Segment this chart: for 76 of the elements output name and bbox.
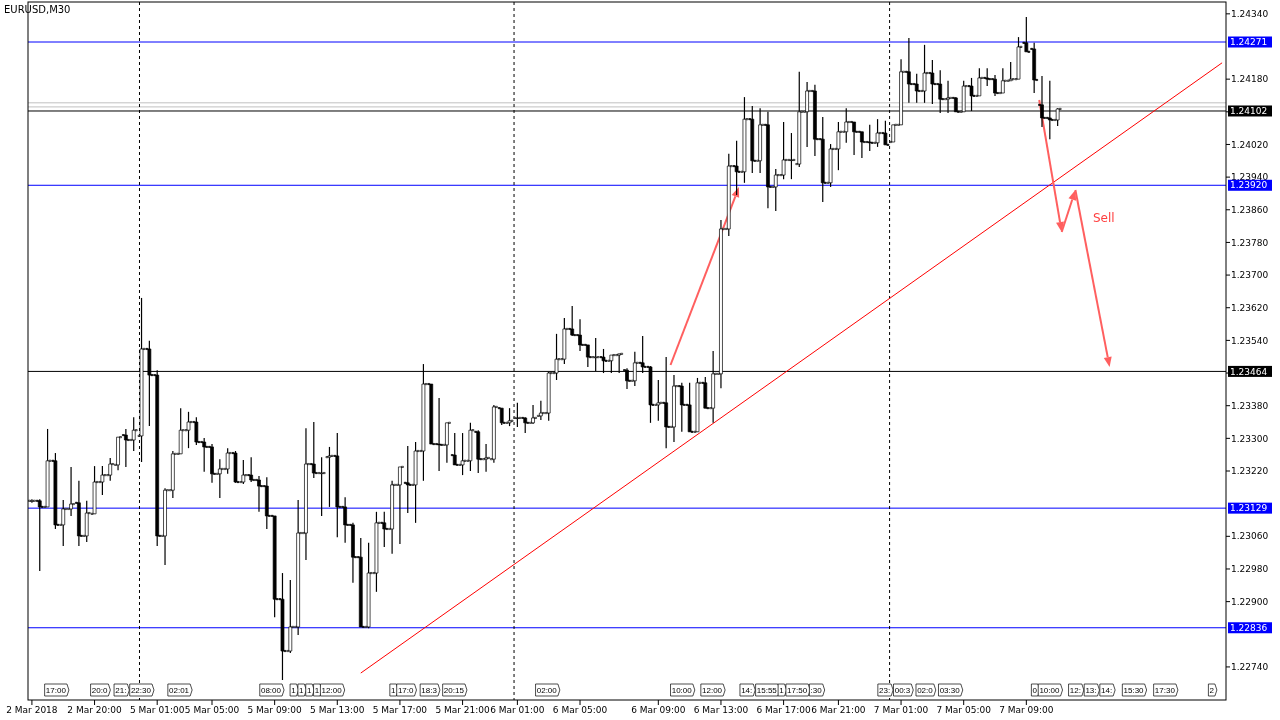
y-tick-label: 1.23940 bbox=[1231, 172, 1269, 183]
annotation: 17:50 bbox=[787, 686, 808, 695]
annotation: 10:00 bbox=[671, 686, 693, 695]
x-tick-label: 2 Mar 20:00 bbox=[67, 705, 123, 715]
annotation: 10:00 bbox=[1039, 686, 1060, 695]
annotation: 1 bbox=[391, 686, 397, 695]
y-tick-label: 1.23300 bbox=[1231, 433, 1269, 444]
annotation: 12: bbox=[1069, 686, 1081, 695]
annotation: 21: bbox=[115, 686, 127, 695]
x-tick-label: 6 Mar 01:00 bbox=[490, 705, 545, 715]
ref-line-label: 1.24271 bbox=[1230, 37, 1268, 48]
ref-line-label: 1.24102 bbox=[1230, 106, 1268, 117]
x-tick-label: 7 Mar 05:00 bbox=[936, 705, 992, 715]
y-tick-label: 1.24340 bbox=[1231, 8, 1269, 19]
x-tick-label: 6 Mar 21:00 bbox=[811, 705, 866, 715]
annotation: 1 bbox=[779, 686, 785, 695]
y-tick-label: 1.23620 bbox=[1231, 302, 1269, 313]
x-tick-label: 6 Mar 17:00 bbox=[756, 705, 812, 715]
annotation: 14: bbox=[741, 686, 753, 695]
y-tick-label: 1.23220 bbox=[1231, 466, 1269, 477]
y-tick-label: 1.24180 bbox=[1231, 74, 1269, 85]
annotation: 1 bbox=[291, 686, 297, 695]
annotation: 18:3 bbox=[421, 686, 438, 695]
annotation: 1 bbox=[314, 686, 320, 695]
annotation: 22:30 bbox=[130, 686, 152, 695]
x-tick-label: 5 Mar 01:00 bbox=[130, 705, 185, 715]
annotation: 20:15 bbox=[443, 686, 465, 695]
annotation: 12:00 bbox=[702, 686, 723, 695]
y-tick-label: 1.23060 bbox=[1231, 531, 1269, 542]
annotation: 17:00 bbox=[45, 686, 67, 695]
annotation: 14: bbox=[1101, 686, 1113, 695]
x-tick-label: 7 Mar 09:00 bbox=[999, 705, 1054, 715]
y-tick-label: 1.22980 bbox=[1231, 564, 1269, 575]
annotation: :30 bbox=[810, 686, 823, 695]
annotation: 02:00 bbox=[536, 686, 558, 695]
annotation: 03:30 bbox=[939, 686, 961, 695]
x-tick-label: 5 Mar 09:00 bbox=[247, 705, 303, 715]
x-tick-label: 7 Mar 01:00 bbox=[873, 705, 929, 715]
y-tick-label: 1.23540 bbox=[1231, 335, 1269, 346]
x-tick-label: 2 Mar 2018 bbox=[6, 705, 58, 715]
x-tick-label: 6 Mar 13:00 bbox=[693, 705, 749, 715]
x-tick-label: 5 Mar 17:00 bbox=[372, 705, 428, 715]
annotation: 12:00 bbox=[321, 686, 343, 695]
ref-line-label: 1.23464 bbox=[1230, 366, 1268, 377]
annotation: 02:0 bbox=[917, 686, 934, 695]
annotation: 20:0 bbox=[91, 686, 108, 695]
y-tick-label: 1.24020 bbox=[1231, 139, 1269, 150]
x-tick-label: 5 Mar 21:00 bbox=[435, 705, 491, 715]
ref-line-label: 1.23920 bbox=[1230, 180, 1268, 191]
chart-title: EURUSD,M30 bbox=[4, 4, 71, 15]
annotation: 0 bbox=[1032, 686, 1038, 695]
y-tick-label: 1.22900 bbox=[1231, 596, 1269, 607]
annotation: 17:0 bbox=[397, 686, 415, 695]
annotation: 17:30 bbox=[1154, 686, 1176, 695]
y-tick-label: 1.23860 bbox=[1231, 204, 1269, 215]
x-tick-label: 5 Mar 05:00 bbox=[184, 705, 240, 715]
annotation: 2 bbox=[1209, 686, 1215, 695]
annotation: 13: bbox=[1085, 686, 1097, 695]
annotation: 1 bbox=[306, 686, 312, 695]
annotation: 08:00 bbox=[260, 686, 282, 695]
annotation: 1 bbox=[299, 686, 305, 695]
annotation: 02:01 bbox=[169, 686, 190, 695]
annotation: Sell bbox=[1093, 211, 1115, 225]
x-tick-label: 5 Mar 13:00 bbox=[310, 705, 365, 715]
annotation: 00:3 bbox=[894, 686, 911, 695]
y-tick-label: 1.23380 bbox=[1231, 400, 1269, 411]
x-tick-label: 6 Mar 09:00 bbox=[631, 705, 686, 715]
y-tick-label: 1.23700 bbox=[1231, 270, 1269, 281]
ref-line-label: 1.22836 bbox=[1230, 622, 1268, 633]
y-tick-label: 1.22740 bbox=[1231, 662, 1269, 673]
annotation: 15:30 bbox=[1123, 686, 1145, 695]
x-tick-label: 6 Mar 05:00 bbox=[552, 705, 608, 715]
annotation: 23: bbox=[879, 686, 891, 695]
y-tick-label: 1.23780 bbox=[1231, 237, 1269, 248]
annotation: 15:55 bbox=[756, 686, 778, 695]
ref-line-label: 1.23129 bbox=[1230, 503, 1268, 514]
